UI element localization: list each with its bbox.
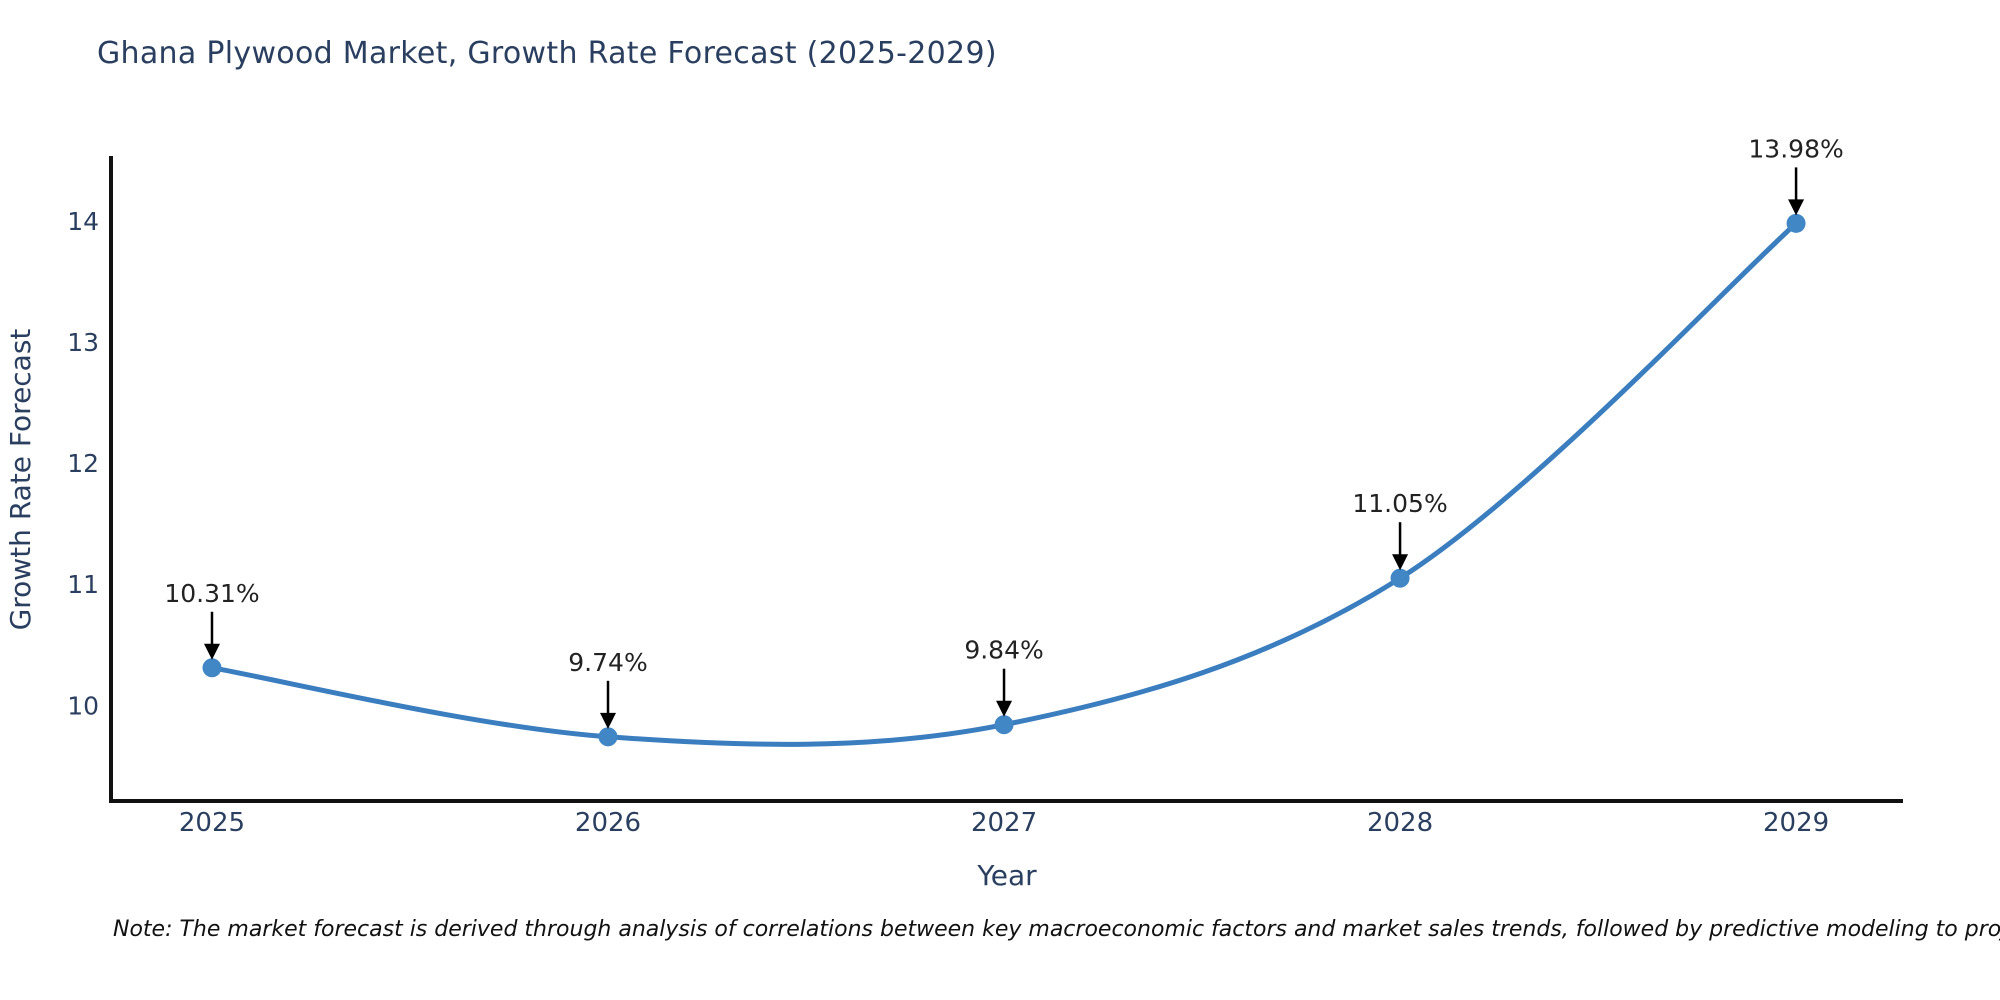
y-tick-label-10: 10: [67, 691, 99, 720]
chart-title: Ghana Plywood Market, Growth Rate Foreca…: [97, 36, 997, 71]
x-tick-label-2026: 2026: [575, 808, 641, 838]
y-axis-title: Growth Rate Forecast: [4, 329, 37, 631]
data-point-2027: [994, 715, 1014, 735]
line-series: [209, 220, 1799, 747]
x-tick-label-2028: 2028: [1367, 808, 1433, 838]
y-tick-label-14: 14: [67, 207, 99, 236]
y-tick-label-11: 11: [67, 570, 99, 599]
y-tick-label-13: 13: [67, 328, 99, 357]
annotation-arrowhead-2028: [1392, 554, 1409, 571]
x-tick-label-2029: 2029: [1763, 808, 1829, 838]
data-point-2025: [202, 658, 222, 678]
x-tick-label-2027: 2027: [971, 808, 1037, 838]
data-point-2028: [1390, 568, 1410, 588]
annotation-label-2027: 9.84%: [964, 636, 1043, 665]
annotation-arrowhead-2026: [600, 712, 617, 729]
annotation-arrowhead-2025: [203, 643, 220, 660]
data-point-2029: [1786, 213, 1806, 233]
annotation-label-2026: 9.74%: [568, 648, 647, 677]
annotation-label-2025: 10.31%: [164, 579, 259, 608]
data-point-2026: [598, 727, 618, 747]
annotation-arrowhead-2027: [996, 700, 1013, 717]
annotation-label-2029: 13.98%: [1748, 134, 1843, 163]
annotation-arrowhead-2029: [1788, 199, 1805, 216]
footnote: Note: The market forecast is derived thr…: [113, 917, 2000, 942]
y-tick-label-12: 12: [67, 449, 99, 478]
x-tick-label-2025: 2025: [179, 808, 245, 838]
x-axis-title: Year: [976, 859, 1037, 892]
annotation-label-2028: 11.05%: [1352, 489, 1447, 518]
